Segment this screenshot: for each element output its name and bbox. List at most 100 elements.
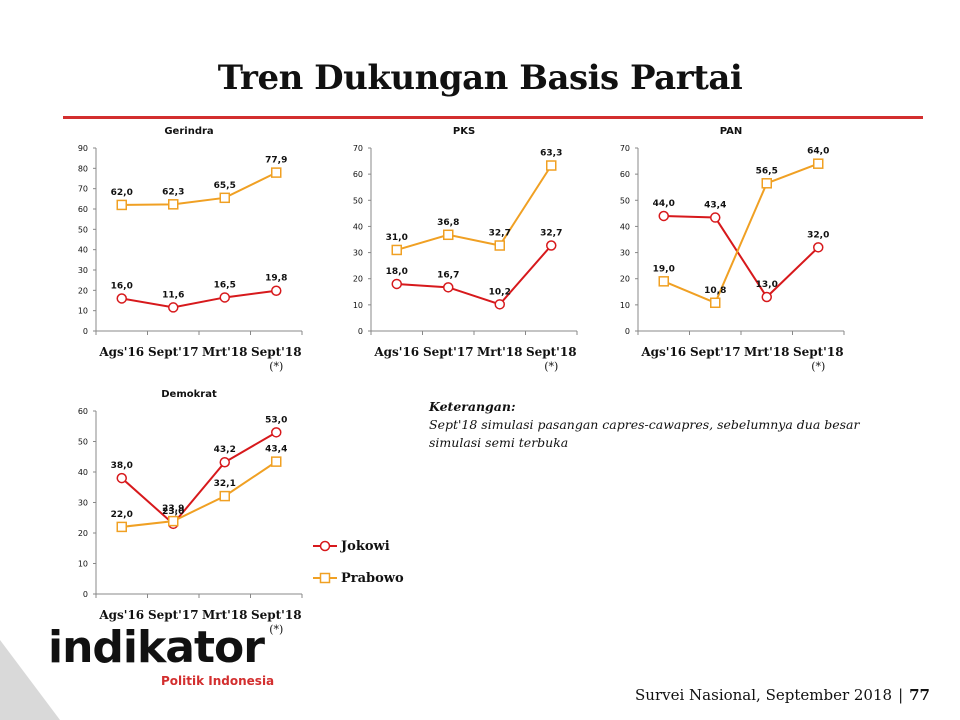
footer: Survei Nasional, September 2018 | 77 bbox=[635, 686, 930, 704]
y-tick-label: 80 bbox=[78, 164, 88, 173]
y-tick-label: 0 bbox=[83, 327, 88, 336]
data-point-jokowi bbox=[546, 240, 557, 251]
y-tick-label: 60 bbox=[353, 170, 363, 179]
data-point-prabowo bbox=[271, 456, 282, 467]
x-category-note: (*) bbox=[269, 623, 283, 636]
data-point-jokowi bbox=[658, 210, 669, 222]
chart-title: PKS bbox=[453, 126, 475, 137]
data-label-jokowi: 32,0 bbox=[807, 230, 829, 240]
data-label-jokowi: 13,0 bbox=[756, 280, 778, 290]
y-tick-label: 20 bbox=[620, 275, 630, 284]
y-tick-label: 90 bbox=[78, 144, 88, 153]
series-line-prabowo bbox=[121, 171, 277, 206]
page-title: Tren Dukungan Basis Partai bbox=[217, 58, 743, 98]
data-label-jokowi: 32,7 bbox=[540, 229, 562, 239]
legend-label-prabowo: Prabowo bbox=[341, 570, 404, 586]
data-label-prabowo: 77,9 bbox=[265, 156, 287, 166]
data-point-jokowi bbox=[391, 278, 402, 290]
legend-marker-prabowo bbox=[313, 572, 337, 584]
x-tick-label: Mrt'18 bbox=[202, 345, 248, 359]
data-label-prabowo: 32,1 bbox=[214, 479, 236, 489]
data-point-prabowo bbox=[219, 490, 230, 502]
data-label-prabowo: 19,0 bbox=[653, 264, 675, 274]
series-line-prabowo bbox=[121, 460, 277, 528]
chart-pks: PKS 0 10 20 30 40 50 60 70 Ags'16 Sept'17 Mrt'18 Sep… bbox=[353, 126, 578, 373]
data-point-prabowo bbox=[761, 178, 772, 189]
data-label-jokowi: 16,5 bbox=[214, 280, 236, 290]
data-point-jokowi bbox=[494, 299, 505, 310]
x-tick-label: Sept'18 bbox=[793, 345, 844, 359]
data-point-prabowo bbox=[271, 167, 282, 178]
data-point-prabowo bbox=[168, 199, 179, 210]
data-point-jokowi bbox=[271, 285, 282, 296]
data-point-prabowo bbox=[443, 229, 454, 241]
y-tick-label: 50 bbox=[620, 196, 630, 205]
y-tick-label: 70 bbox=[620, 144, 630, 153]
data-point-prabowo bbox=[658, 276, 669, 287]
legend-item-jokowi: Jokowi bbox=[313, 530, 404, 562]
title-divider bbox=[63, 116, 923, 119]
series-line-jokowi bbox=[663, 214, 819, 299]
y-tick-label: 10 bbox=[78, 560, 88, 569]
x-tick-label: Sept'17 bbox=[148, 608, 199, 622]
y-tick-label: 10 bbox=[78, 307, 88, 316]
y-tick-label: 50 bbox=[78, 438, 88, 447]
data-point-jokowi bbox=[116, 472, 127, 484]
x-tick-label: Ags'16 bbox=[98, 345, 144, 359]
x-tick-label: Ags'16 bbox=[373, 345, 419, 359]
y-tick-label: 0 bbox=[625, 327, 630, 336]
y-tick-label: 50 bbox=[78, 225, 88, 234]
data-label-prabowo: 22,0 bbox=[111, 510, 133, 520]
data-label-jokowi: 23,0 bbox=[162, 507, 184, 517]
y-tick-label: 10 bbox=[620, 301, 630, 310]
footer-survey: Survei Nasional, September 2018 bbox=[635, 686, 893, 704]
legend-item-prabowo: Prabowo bbox=[313, 562, 404, 594]
x-tick-label: Mrt'18 bbox=[202, 608, 248, 622]
data-label-jokowi: 19,8 bbox=[265, 274, 287, 284]
y-tick-label: 0 bbox=[358, 327, 363, 336]
x-tick-label: Sept'17 bbox=[423, 345, 474, 359]
chart-demokrat: Demokrat 0 10 20 30 40 50 60 Ags'16 Sept'17 Mrt'18… bbox=[78, 389, 303, 636]
data-point-jokowi bbox=[116, 293, 127, 304]
y-tick-label: 30 bbox=[78, 266, 88, 275]
chart-gerindra: Gerindra 0 10 20 30 40 50 60 70 80 90 Ags'16 Sept'17… bbox=[78, 126, 303, 373]
y-tick-label: 70 bbox=[353, 144, 363, 153]
note-text: Sept'18 simulasi pasangan capres-cawapre… bbox=[429, 417, 860, 450]
x-tick-label: Sept'18 bbox=[526, 345, 577, 359]
logo-wordmark: indikator bbox=[48, 622, 265, 673]
data-label-jokowi: 53,0 bbox=[265, 415, 287, 425]
note-box: Keterangan: Sept'18 simulasi pasangan ca… bbox=[429, 398, 899, 452]
data-label-jokowi: 44,0 bbox=[653, 199, 675, 209]
chart-pan: PAN 0 10 20 30 40 50 60 70 Ags'16 Sept'17 Mrt'18 Sep… bbox=[620, 126, 845, 373]
y-tick-label: 40 bbox=[78, 246, 88, 255]
x-category-note: (*) bbox=[269, 360, 283, 373]
data-label-prabowo: 10,8 bbox=[704, 286, 726, 296]
chart-title: Gerindra bbox=[164, 126, 213, 137]
footer-separator: | bbox=[898, 686, 904, 704]
data-label-jokowi: 38,0 bbox=[111, 461, 133, 471]
data-label-prabowo: 64,0 bbox=[807, 147, 829, 157]
x-category-note: (*) bbox=[544, 360, 558, 373]
data-point-prabowo bbox=[546, 160, 557, 171]
data-label-prabowo: 62,3 bbox=[162, 187, 184, 197]
data-label-prabowo: 62,0 bbox=[111, 188, 133, 198]
logo-subtitle: Politik Indonesia bbox=[161, 674, 275, 688]
data-point-prabowo bbox=[219, 192, 230, 204]
page-number: 77 bbox=[909, 686, 930, 704]
y-tick-label: 30 bbox=[620, 249, 630, 258]
y-tick-label: 40 bbox=[620, 222, 630, 231]
data-point-prabowo bbox=[391, 244, 402, 256]
series-line-jokowi bbox=[396, 244, 553, 306]
data-point-jokowi bbox=[710, 212, 721, 223]
y-tick-label: 10 bbox=[353, 301, 363, 310]
y-tick-label: 0 bbox=[83, 590, 88, 599]
data-label-prabowo: 43,4 bbox=[265, 445, 287, 455]
y-tick-label: 40 bbox=[78, 468, 88, 477]
corner-decoration bbox=[0, 640, 60, 720]
y-tick-label: 20 bbox=[78, 286, 88, 295]
x-tick-label: Mrt'18 bbox=[477, 345, 523, 359]
x-tick-label: Sept'17 bbox=[690, 345, 741, 359]
data-point-jokowi bbox=[761, 291, 772, 303]
data-point-jokowi bbox=[443, 282, 454, 293]
y-tick-label: 40 bbox=[353, 222, 363, 231]
